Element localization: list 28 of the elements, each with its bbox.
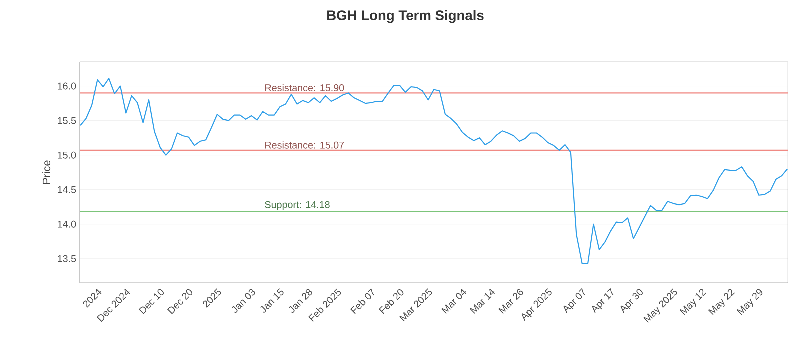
- y-tick-label: 13.5: [58, 255, 76, 262]
- x-tick-label: May 22: [708, 289, 736, 316]
- y-tick-label: 14.5: [58, 186, 76, 194]
- x-tick-label: Jan 28: [289, 289, 312, 313]
- x-tick-label: Apr 17: [592, 288, 614, 314]
- ref-line-label: Resistance: 15.90: [266, 84, 344, 92]
- x-tick-label: Feb 07: [350, 288, 374, 314]
- ref-line-label: Support: 14.18: [265, 201, 330, 210]
- x-tick-label: Mar 04: [442, 288, 467, 314]
- y-axis-title: Price: [42, 160, 51, 184]
- x-tick-label: May 29: [736, 289, 763, 316]
- x-tick-label: Feb 20: [378, 289, 404, 314]
- y-tick-label: 15.0: [58, 152, 76, 159]
- x-tick-label: Jan 03: [232, 289, 256, 313]
- x-tick-label: Apr 30: [620, 289, 643, 314]
- x-tick-label: Jan 15: [260, 288, 284, 313]
- y-tick-label: 14.0: [58, 220, 76, 228]
- y-tick-label: 15.5: [58, 117, 76, 124]
- x-tick-label: Mar 14: [470, 288, 496, 314]
- line-series: [80, 78, 788, 264]
- x-tick-label: Apr 07: [564, 288, 586, 314]
- y-tick-label: 16.0: [58, 82, 76, 90]
- x-tick-label: Dec 10: [138, 289, 164, 314]
- ref-line-label: Resistance: 15.07: [266, 141, 344, 149]
- x-tick-label: May 12: [680, 289, 707, 316]
- chart-title: BGH Long Term Signals: [328, 10, 484, 24]
- x-tick-label: Mar 26: [498, 289, 524, 314]
- x-tick-label: Dec 20: [167, 289, 193, 314]
